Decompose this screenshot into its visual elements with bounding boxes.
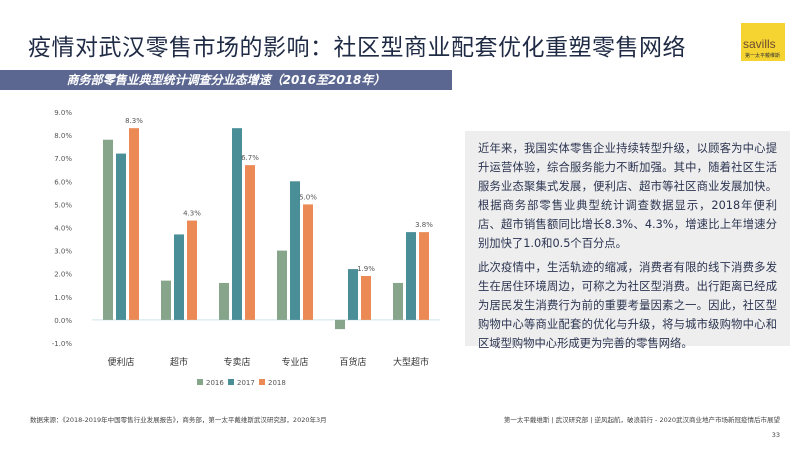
bar-2016	[103, 139, 113, 320]
data-label: 3.8%	[415, 221, 433, 229]
category-label: 专业店	[281, 356, 308, 368]
bar-2017	[406, 232, 416, 320]
y-tick-label: 1.0%	[54, 294, 72, 302]
bar-2018	[129, 128, 139, 320]
y-tick-label: 4.0%	[54, 225, 72, 233]
category-label: 便利店	[107, 356, 134, 368]
category-label: 百货店	[339, 356, 366, 368]
savills-logo: savills 第一太平戴维斯	[741, 23, 785, 61]
bar-2018	[245, 165, 255, 320]
legend-label: 2017	[237, 379, 255, 387]
legend-label: 2018	[268, 379, 286, 387]
data-label: 6.7%	[241, 154, 259, 162]
bar-chart: -1.0% 0.0% 1.0% 2.0% 3.0% 4.0% 5.0% 6.0% 7.0% 8.0…	[52, 109, 440, 387]
bar-2017	[290, 181, 300, 320]
bar-2016	[161, 280, 171, 320]
data-source: 数据来源：《2018-2019年中国零售行业发展报告》，商务部，第一太平戴维斯武…	[30, 416, 327, 424]
bar-2016	[335, 319, 345, 330]
y-tick-label: 8.0%	[54, 132, 72, 140]
footer-text: 第一太平戴维斯 | 武汉研究部 | 逆风起航，破浪前行 - 2020武汉商业地产…	[503, 416, 780, 424]
bar-2018	[419, 232, 429, 320]
page-title: 疫情对武汉零售市场的影响：社区型商业配套优化重塑零售网络	[28, 35, 686, 61]
legend-label: 2016	[206, 379, 224, 387]
paragraph-2: 此次疫情中，生活轨迹的缩减，消费者有限的线下消费多发生在居住环境周边，可称之为社…	[478, 261, 777, 350]
bar-2017	[348, 269, 358, 320]
y-tick-label: 7.0%	[54, 155, 72, 163]
y-tick-label: 2.0%	[54, 271, 72, 279]
bar-2018	[303, 204, 313, 320]
legend-swatch-2016	[197, 379, 203, 385]
category-label: 超市	[170, 356, 188, 368]
y-tick-label: 6.0%	[54, 178, 72, 186]
bar-2018	[361, 276, 371, 320]
y-tick-label: 5.0%	[54, 201, 72, 209]
y-tick-label: 3.0%	[54, 248, 72, 256]
y-tick-label: 9.0%	[54, 109, 72, 117]
bar-2016	[393, 282, 403, 320]
page-number: 33	[771, 431, 780, 439]
text-panel: 近年来，我国实体零售企业持续转型升级，以顾客为中心提升运营体验，综合服务能力不断…	[465, 131, 790, 350]
y-tick-label: 0.0%	[54, 317, 72, 325]
data-label: 1.9%	[357, 265, 375, 273]
data-label: 5.0%	[299, 193, 317, 201]
data-label: 8.3%	[125, 117, 143, 125]
y-tick-label: -1.0%	[52, 340, 73, 348]
logo-subtitle: 第一太平戴维斯	[745, 53, 781, 59]
bar-2016	[219, 282, 229, 320]
bar-2017	[232, 128, 242, 320]
data-label: 4.3%	[183, 210, 201, 218]
bar-2017	[116, 153, 126, 320]
legend-swatch-2018	[259, 379, 265, 385]
legend-swatch-2017	[228, 379, 234, 385]
chart-title-banner: 商务部零售业典型统计调查分业态增速（2016至2018年）	[0, 70, 452, 90]
paragraph-1: 近年来，我国实体零售企业持续转型升级，以顾客为中心提升运营体验，综合服务能力不断…	[478, 142, 777, 250]
category-label: 专卖店	[223, 356, 250, 368]
logo-wordmark: savills	[743, 37, 776, 51]
category-label: 大型超市	[393, 356, 429, 368]
bar-2016	[277, 250, 287, 320]
bar-2018	[187, 220, 197, 320]
bar-2017	[174, 234, 184, 320]
